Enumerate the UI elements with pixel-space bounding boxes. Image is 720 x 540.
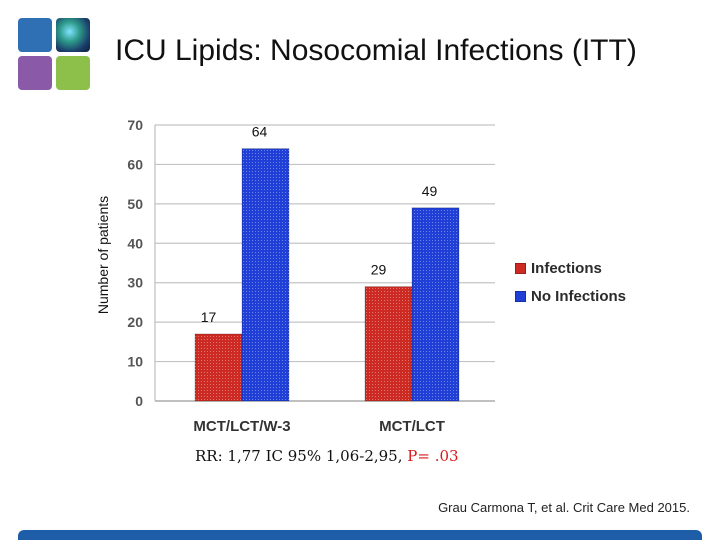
- citation: Grau Carmona T, et al. Crit Care Med 201…: [438, 500, 690, 515]
- legend-label-no-infections: No Infections: [531, 287, 627, 305]
- logo-tile-green: [56, 56, 90, 90]
- bar-texture: [412, 207, 459, 401]
- footer-bar: [18, 530, 702, 540]
- legend: Infections No Infections: [515, 254, 626, 310]
- p-value-text: P= .03: [407, 447, 459, 465]
- x-tick-label-1: MCT/LCT/W-3: [193, 418, 290, 435]
- y-tick-label: 20: [127, 314, 143, 330]
- y-axis-label: Number of patients: [95, 195, 111, 315]
- y-tick-label: 60: [127, 156, 143, 172]
- y-tick-label: 70: [127, 117, 143, 133]
- legend-item-infections: Infections: [515, 254, 626, 282]
- logo: [18, 18, 92, 92]
- slide-title: ICU Lipids: Nosocomial Infections (ITT): [115, 34, 637, 67]
- relative-risk-text: RR: 1,77 IC 95% 1,06-2,95,: [195, 447, 403, 465]
- data-label-no-infections-2: 49: [422, 183, 438, 199]
- legend-label-infections: Infections: [531, 259, 602, 277]
- y-tick-label: 0: [135, 393, 143, 409]
- bar-texture: [242, 148, 289, 401]
- statistics-line: RR: 1,77 IC 95% 1,06-2,95, P= .03: [195, 447, 459, 465]
- data-label-no-infections-1: 64: [252, 124, 268, 140]
- legend-swatch-infections: [515, 262, 526, 274]
- x-tick-label-2: MCT/LCT: [379, 418, 445, 435]
- y-tick-label: 40: [127, 235, 143, 251]
- logo-tile-image: [56, 18, 90, 52]
- data-label-infections-2: 29: [371, 262, 387, 278]
- bar-texture: [365, 286, 412, 401]
- y-tick-label: 50: [127, 196, 143, 212]
- bar-texture: [195, 333, 242, 401]
- legend-item-no-infections: No Infections: [515, 282, 626, 310]
- y-tick-label: 10: [127, 354, 143, 370]
- logo-tile-blue: [18, 18, 52, 52]
- y-tick-label: 30: [127, 275, 143, 291]
- data-label-infections-1: 17: [201, 309, 217, 325]
- logo-tile-purple: [18, 56, 52, 90]
- legend-swatch-no-infections: [515, 290, 526, 302]
